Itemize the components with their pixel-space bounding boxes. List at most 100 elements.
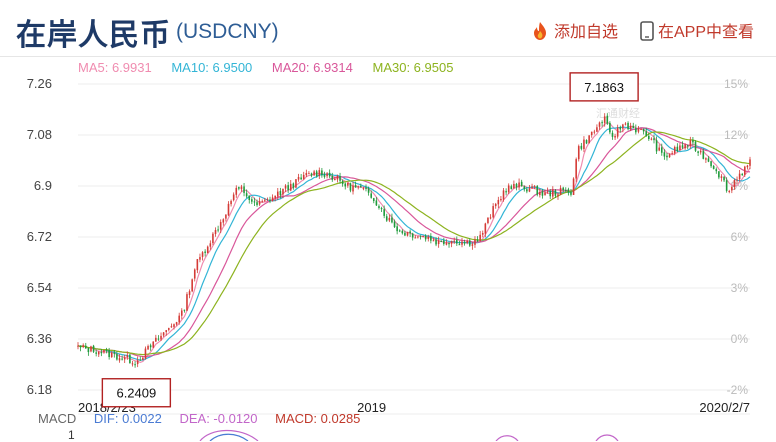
candle-body bbox=[476, 239, 479, 242]
candle-body bbox=[103, 350, 105, 353]
candle-body bbox=[271, 197, 274, 202]
candle-body bbox=[559, 187, 562, 195]
candle-body bbox=[710, 161, 712, 167]
candle-body bbox=[699, 150, 702, 153]
candle-body bbox=[113, 352, 116, 354]
candle-body bbox=[279, 191, 282, 196]
candle-body bbox=[637, 128, 640, 132]
candle-body bbox=[702, 151, 705, 159]
candle-body bbox=[331, 175, 334, 180]
y-tick-label: 6.9 bbox=[34, 178, 52, 193]
candle-body bbox=[341, 180, 344, 185]
candle-body bbox=[188, 291, 191, 295]
candle-body bbox=[287, 185, 289, 191]
y2-tick-label: 15% bbox=[724, 77, 748, 91]
candle-body bbox=[686, 145, 689, 147]
candle-body bbox=[616, 127, 619, 137]
flame-icon bbox=[534, 22, 546, 40]
candle-body bbox=[170, 326, 173, 328]
candle-body bbox=[681, 145, 684, 148]
candle-body bbox=[417, 236, 419, 238]
candle-body bbox=[276, 191, 279, 197]
candle-body bbox=[502, 190, 505, 200]
candle-body bbox=[284, 185, 287, 189]
candle-body bbox=[155, 337, 157, 342]
candle-body bbox=[668, 154, 671, 158]
candle-body bbox=[225, 214, 227, 219]
y-tick-label: 7.08 bbox=[27, 127, 52, 142]
candle-body bbox=[601, 122, 603, 124]
candle-body bbox=[526, 189, 528, 192]
candle-body bbox=[282, 188, 284, 195]
candle-body bbox=[741, 173, 744, 175]
candle-body bbox=[567, 189, 570, 193]
candle-body bbox=[611, 132, 614, 137]
candles bbox=[77, 113, 751, 368]
candle-body bbox=[520, 181, 523, 187]
candle-body bbox=[544, 192, 546, 196]
candle-body bbox=[157, 338, 160, 340]
candle-body bbox=[232, 194, 235, 201]
candle-body bbox=[305, 173, 308, 176]
candle-body bbox=[694, 141, 697, 151]
candle-body bbox=[178, 315, 180, 323]
add-watchlist-button[interactable]: 添加自选 bbox=[530, 18, 618, 42]
candle-body bbox=[598, 122, 601, 127]
candle-body bbox=[77, 345, 79, 347]
candle-body bbox=[139, 359, 142, 361]
candle-body bbox=[100, 352, 103, 354]
candle-body bbox=[97, 351, 100, 355]
candle-body bbox=[445, 242, 448, 245]
candle-body bbox=[554, 190, 557, 196]
candle-body bbox=[435, 239, 437, 245]
candle-body bbox=[489, 217, 492, 219]
candle-body bbox=[217, 229, 219, 231]
macd-axis-tick: 1 bbox=[68, 428, 75, 442]
y2-tick-label: 6% bbox=[731, 230, 749, 244]
candle-body bbox=[321, 170, 323, 176]
candle-body bbox=[440, 240, 443, 242]
candle-body bbox=[222, 219, 225, 223]
view-in-app-button[interactable]: 在APP中查看 bbox=[640, 18, 754, 42]
candle-body bbox=[513, 183, 515, 189]
candle-body bbox=[168, 328, 170, 330]
candle-body bbox=[261, 201, 264, 203]
candle-body bbox=[606, 115, 609, 124]
y-tick-label: 6.36 bbox=[27, 331, 52, 346]
candle-body bbox=[323, 174, 326, 177]
candle-body bbox=[367, 188, 370, 193]
candle-body bbox=[580, 145, 583, 149]
candle-body bbox=[256, 202, 258, 206]
candle-body bbox=[105, 349, 108, 351]
candle-body bbox=[570, 192, 572, 195]
candle-body bbox=[736, 179, 738, 181]
candle-body bbox=[398, 230, 401, 232]
candle-body bbox=[614, 135, 616, 138]
candle-body bbox=[388, 217, 391, 221]
candle-body bbox=[118, 358, 121, 361]
candle-body bbox=[549, 191, 552, 197]
macd-legend: MACD DIF: 0.0022 DEA: -0.0120 MACD: 0.02… bbox=[38, 411, 374, 426]
ma20-label: MA20: 6.9314 bbox=[271, 60, 353, 75]
dea-line bbox=[199, 429, 259, 441]
candle-body bbox=[715, 169, 718, 172]
candle-body bbox=[385, 216, 388, 221]
candle-body bbox=[352, 185, 354, 192]
candle-body bbox=[481, 233, 484, 235]
candle-body bbox=[326, 173, 328, 177]
candle-body bbox=[609, 122, 611, 133]
candle-body bbox=[292, 183, 295, 188]
candle-body bbox=[603, 116, 606, 123]
candle-body bbox=[679, 145, 681, 151]
candle-body bbox=[437, 240, 440, 245]
candle-body bbox=[302, 174, 305, 179]
candle-body bbox=[378, 206, 380, 208]
macd-title: MACD bbox=[38, 411, 77, 426]
candle-body bbox=[131, 363, 134, 365]
candle-body bbox=[110, 352, 113, 358]
candle-body bbox=[728, 191, 731, 193]
candle-body bbox=[315, 171, 318, 177]
candle-body bbox=[424, 235, 427, 240]
candle-body bbox=[645, 131, 648, 137]
candle-body bbox=[427, 236, 430, 239]
